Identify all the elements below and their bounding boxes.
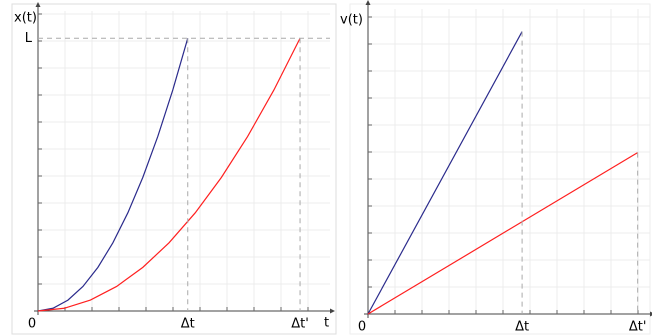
axis-arrow: [330, 308, 335, 314]
x-tick-label: Δt': [291, 317, 309, 332]
curve: [367, 31, 523, 315]
y-tick-label: L: [25, 31, 33, 46]
x-tick-label: 0: [358, 320, 366, 335]
axis-arrow: [35, 2, 41, 7]
x-tick-label: Δt: [181, 317, 195, 332]
curve: [37, 38, 301, 312]
curve: [37, 38, 189, 312]
x-tick-label: Δt: [515, 320, 529, 335]
axis-arrow: [365, 0, 371, 5]
panel-frame: [11, 3, 337, 335]
y-axis-label: x(t): [14, 11, 37, 26]
curve: [367, 152, 638, 315]
x-axis-label: t: [324, 316, 329, 331]
panel-frame: [349, 3, 651, 335]
y-axis-label: v(t): [340, 13, 363, 28]
x-tick-label: Δt': [629, 320, 647, 335]
x-tick-label: 0: [28, 317, 36, 332]
